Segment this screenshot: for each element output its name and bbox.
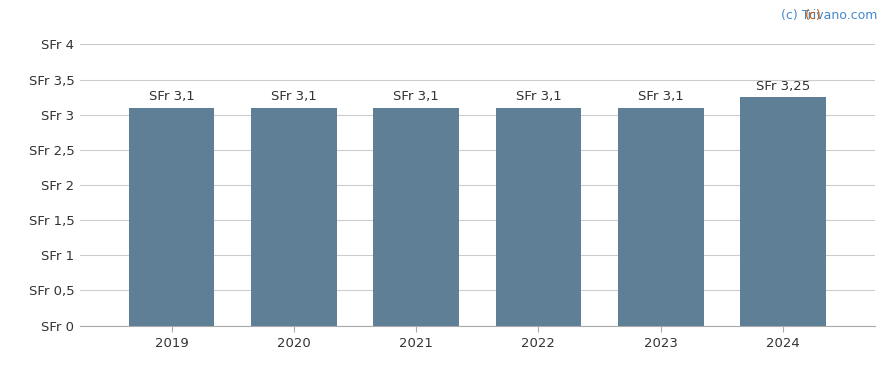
Bar (741, 97, 826, 326)
Text: SFr 3,1: SFr 3,1 (638, 90, 684, 104)
Text: SFr 3,1: SFr 3,1 (149, 90, 194, 104)
Text: SFr 3,1: SFr 3,1 (271, 90, 317, 104)
Text: (c) Trivano.com: (c) Trivano.com (781, 9, 877, 22)
Text: SFr 3,25: SFr 3,25 (756, 80, 810, 93)
Bar (251, 108, 337, 326)
Text: SFr 3,1: SFr 3,1 (516, 90, 561, 104)
Text: Trivano.com: Trivano.com (0, 369, 1, 370)
Bar (618, 108, 703, 326)
Bar (373, 108, 459, 326)
Bar (129, 108, 214, 326)
Text: SFr 3,1: SFr 3,1 (393, 90, 439, 104)
Bar (496, 108, 582, 326)
Text: (c): (c) (805, 9, 821, 22)
Text: (c) Trivano.com: (c) Trivano.com (0, 369, 1, 370)
